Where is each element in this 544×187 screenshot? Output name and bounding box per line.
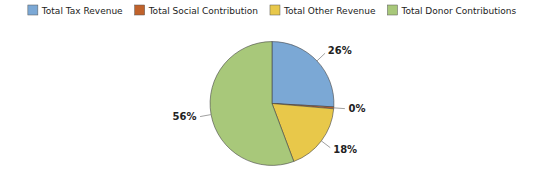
leader-line bbox=[334, 107, 345, 109]
pie-slice bbox=[272, 42, 334, 107]
data-label: 18% bbox=[333, 144, 357, 155]
pie bbox=[210, 42, 334, 166]
legend-item: Total Social Contribution bbox=[135, 5, 258, 16]
legend: Total Tax Revenue Total Social Contributi… bbox=[28, 5, 517, 16]
data-labels: 26% 0% 18% 56% bbox=[173, 45, 366, 155]
legend-item: Total Tax Revenue bbox=[28, 5, 123, 16]
pie-slice bbox=[210, 42, 294, 166]
legend-label: Total Other Revenue bbox=[283, 6, 376, 16]
leader-line bbox=[321, 141, 330, 148]
legend-swatch bbox=[135, 5, 145, 15]
data-label: 26% bbox=[328, 45, 352, 56]
legend-label: Total Tax Revenue bbox=[41, 6, 123, 16]
data-label: 0% bbox=[349, 103, 366, 114]
legend-label: Total Donor Contributions bbox=[400, 6, 516, 16]
legend-swatch bbox=[270, 5, 280, 15]
legend-item: Total Other Revenue bbox=[270, 5, 376, 16]
legend-swatch bbox=[28, 5, 38, 15]
legend-label: Total Social Contribution bbox=[148, 6, 258, 16]
legend-item: Total Donor Contributions bbox=[387, 5, 516, 16]
legend-swatch bbox=[387, 5, 397, 15]
chart: Total Tax Revenue Total Social Contributi… bbox=[0, 0, 544, 187]
leader-line bbox=[200, 115, 211, 117]
data-label: 56% bbox=[173, 111, 197, 122]
leader-line bbox=[317, 53, 325, 61]
